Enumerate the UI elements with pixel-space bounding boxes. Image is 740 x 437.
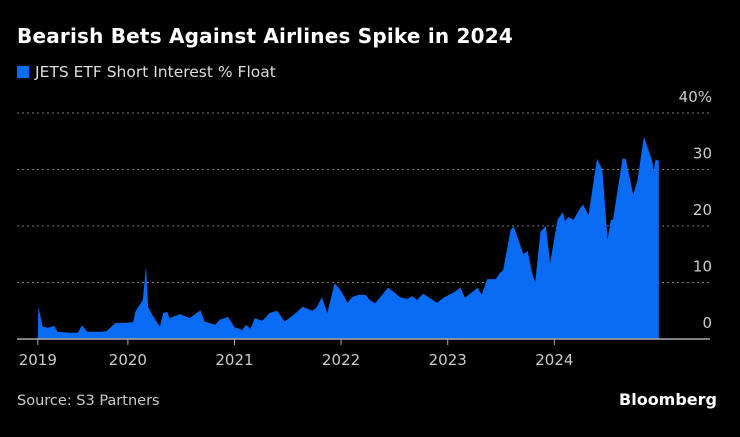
- legend-swatch: [17, 66, 29, 78]
- x-tick-label: 2022: [322, 351, 360, 369]
- chart-title: Bearish Bets Against Airlines Spike in 2…: [17, 24, 513, 48]
- x-tick-label: 2020: [109, 351, 147, 369]
- series-area: [37, 136, 659, 339]
- y-tick-label: 20: [693, 201, 712, 219]
- x-tick-label: 2024: [535, 351, 573, 369]
- x-tick-label: 2021: [215, 351, 253, 369]
- legend-label: JETS ETF Short Interest % Float: [35, 63, 276, 81]
- y-tick-label: 30: [693, 145, 712, 163]
- legend: JETS ETF Short Interest % Float: [17, 63, 276, 81]
- x-tick-label: 2019: [19, 351, 57, 369]
- y-tick-label: 40%: [679, 88, 712, 106]
- bloomberg-logo: Bloomberg: [619, 390, 717, 409]
- y-tick-label: 0: [702, 314, 712, 332]
- y-tick-label: 10: [693, 258, 712, 276]
- source-note: Source: S3 Partners: [17, 393, 160, 409]
- x-tick-label: 2023: [429, 351, 467, 369]
